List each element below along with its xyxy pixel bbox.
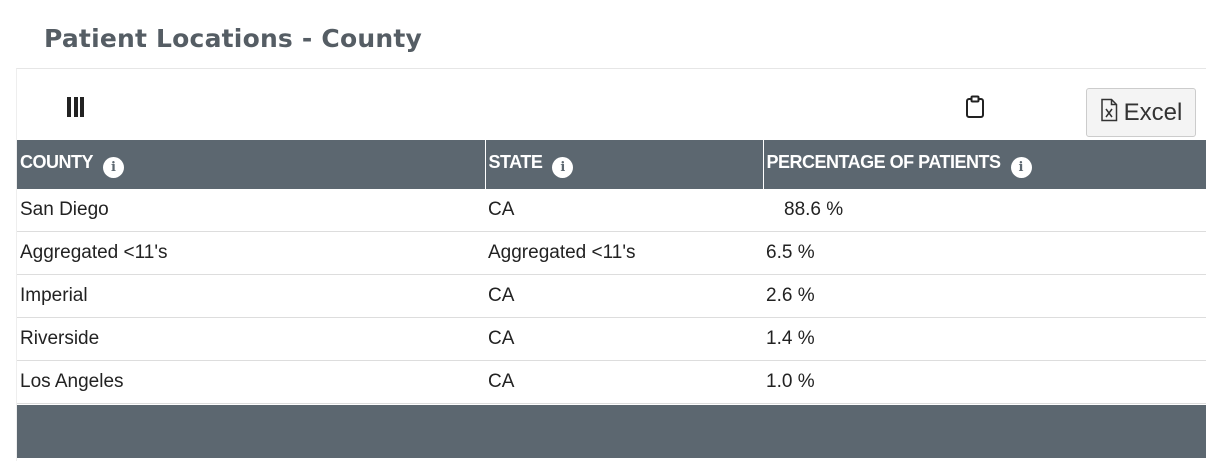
- cell-percentage: 2.6 %: [763, 274, 1206, 318]
- table-footer: [17, 405, 1206, 458]
- column-header-label: STATE: [488, 151, 543, 172]
- excel-file-icon: [1100, 98, 1118, 127]
- column-header-state[interactable]: STATE i: [485, 140, 764, 189]
- info-icon[interactable]: i: [1010, 156, 1032, 178]
- table-row: San Diego CA 88.6 %: [17, 189, 1206, 232]
- county-table-panel: Excel COUNTY i STATE i PERCENTAGE OF PATIE…: [16, 68, 1206, 461]
- excel-export-button[interactable]: Excel: [1086, 88, 1196, 137]
- cell-state: CA: [485, 274, 763, 318]
- info-icon[interactable]: i: [103, 156, 124, 178]
- cell-county: San Diego: [17, 189, 485, 232]
- cell-state: CA: [485, 360, 763, 404]
- cell-county: Los Angeles: [17, 360, 485, 404]
- cell-state: CA: [485, 317, 763, 361]
- cell-county: Imperial: [17, 274, 485, 318]
- cell-percentage: 1.0 %: [763, 360, 1206, 404]
- table-row: Riverside CA 1.4 %: [17, 317, 1206, 361]
- cell-state: CA: [485, 189, 763, 232]
- cell-county: Aggregated <11's: [17, 231, 485, 275]
- column-header-county[interactable]: COUNTY i: [17, 140, 486, 189]
- cell-state: Aggregated <11's: [485, 231, 763, 275]
- column-header-label: COUNTY: [20, 151, 94, 172]
- column-header-label: PERCENTAGE OF PATIENTS: [766, 151, 1002, 172]
- clipboard-icon[interactable]: [965, 95, 985, 124]
- cell-percentage: 1.4 %: [763, 317, 1206, 361]
- columns-icon[interactable]: [67, 97, 84, 117]
- county-table: COUNTY i STATE i PERCENTAGE OF PATIENTS i S…: [17, 140, 1206, 404]
- cell-percentage: 6.5 %: [763, 231, 1206, 275]
- info-icon[interactable]: i: [552, 156, 574, 178]
- table-row: Aggregated <11's Aggregated <11's 6.5 %: [17, 231, 1206, 275]
- cell-percentage: 88.6 %: [763, 189, 1206, 232]
- table-toolbar: Excel: [17, 69, 1206, 140]
- table-row: Imperial CA 2.6 %: [17, 274, 1206, 318]
- table-row: Los Angeles CA 1.0 %: [17, 360, 1206, 404]
- excel-button-label: Excel: [1123, 98, 1183, 126]
- page-title: Patient Locations - County: [44, 24, 422, 53]
- column-header-percentage[interactable]: PERCENTAGE OF PATIENTS i: [763, 140, 1206, 189]
- table-header-row: COUNTY i STATE i PERCENTAGE OF PATIENTS i: [17, 140, 1206, 189]
- cell-county: Riverside: [17, 317, 485, 361]
